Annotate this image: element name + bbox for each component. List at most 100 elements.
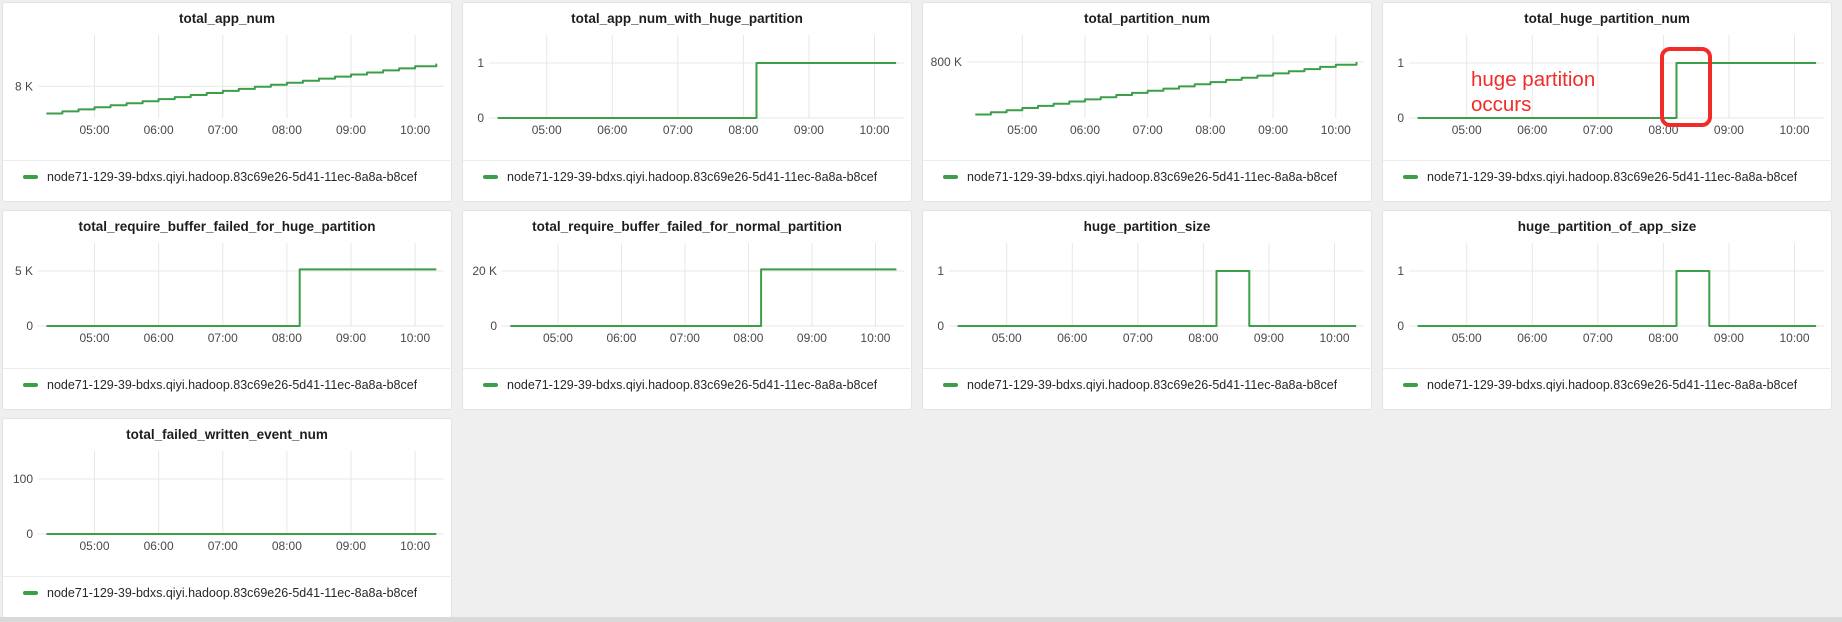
series-color-swatch (943, 175, 958, 179)
chart-svg: 05:00 06:00 07:00 08:00 09:00 10:00 0 1 (1397, 35, 1824, 137)
chart-panel-total_huge_partition_num: total_huge_partition_num 05:00 06:00 07:00… (1382, 2, 1832, 202)
series-color-swatch (23, 175, 38, 179)
plot-area[interactable]: 05:00 06:00 07:00 08:00 09:00 10:00 0 5 K (3, 211, 451, 361)
x-tick-label: 09:00 (797, 331, 827, 345)
x-tick-label: 08:00 (1648, 331, 1678, 345)
legend: node71-129-39-bdxs.qiyi.hadoop.83c69e26-… (923, 368, 1370, 408)
chart-panel-total_partition_num: total_partition_num 05:00 06:00 07:00 08:00… (922, 2, 1372, 202)
legend: node71-129-39-bdxs.qiyi.hadoop.83c69e26-… (3, 160, 450, 200)
x-tick-label: 05:00 (79, 123, 109, 137)
panel-title[interactable]: total_require_buffer_failed_for_normal_p… (532, 219, 842, 234)
chart-svg: 05:00 06:00 07:00 08:00 09:00 10:00 8 K (15, 35, 444, 137)
legend-item[interactable]: node71-129-39-bdxs.qiyi.hadoop.83c69e26-… (23, 378, 446, 392)
x-tick-label: 08:00 (728, 123, 758, 137)
y-tick-label: 100 (13, 472, 33, 486)
chart-panel-total_app_num: total_app_num 05:00 06:00 07:00 08:00 09:00 1… (2, 2, 452, 202)
legend-label: node71-129-39-bdxs.qiyi.hadoop.83c69e26-… (967, 378, 1338, 392)
panel-title[interactable]: total_failed_written_event_num (126, 427, 328, 442)
x-tick-label: 07:00 (208, 331, 238, 345)
plot-area[interactable]: 05:00 06:00 07:00 08:00 09:00 10:00 0 100 (3, 419, 451, 569)
x-tick-label: 06:00 (144, 331, 174, 345)
series-color-swatch (483, 175, 498, 179)
legend: node71-129-39-bdxs.qiyi.hadoop.83c69e26-… (3, 368, 450, 408)
series-line (497, 62, 897, 119)
legend-item[interactable]: node71-129-39-bdxs.qiyi.hadoop.83c69e26-… (483, 378, 906, 392)
x-tick-label: 09:00 (1714, 123, 1744, 137)
legend: node71-129-39-bdxs.qiyi.hadoop.83c69e26-… (463, 368, 910, 408)
panel-title[interactable]: total_app_num (178, 11, 275, 26)
x-tick-label: 05:00 (532, 123, 562, 137)
chart-panel-total_require_buffer_failed_for_huge_partition: total_require_buffer_failed_for_huge_par… (2, 210, 452, 410)
legend-label: node71-129-39-bdxs.qiyi.hadoop.83c69e26-… (1427, 378, 1798, 392)
plot-area[interactable]: 05:00 06:00 07:00 08:00 09:00 10:00 800 K (923, 3, 1371, 153)
x-tick-label: 05:00 (1007, 123, 1037, 137)
legend-item[interactable]: node71-129-39-bdxs.qiyi.hadoop.83c69e26-… (943, 378, 1366, 392)
x-tick-label: 08:00 (272, 539, 302, 553)
legend-label: node71-129-39-bdxs.qiyi.hadoop.83c69e26-… (47, 170, 418, 184)
x-tick-label: 05:00 (79, 539, 109, 553)
panel-title[interactable]: huge_partition_of_app_size (1517, 219, 1697, 234)
plot-area[interactable]: 05:00 06:00 07:00 08:00 09:00 10:00 0 1 (1383, 211, 1831, 361)
chart-panel-huge_partition_size: huge_partition_size 05:00 06:00 07:00 08:00… (922, 210, 1372, 410)
x-tick-label: 09:00 (794, 123, 824, 137)
plot-area[interactable]: 05:00 06:00 07:00 08:00 09:00 10:00 0 20 K (463, 211, 911, 361)
horizontal-scrollbar[interactable] (0, 617, 1842, 622)
series-line (1417, 270, 1817, 327)
panel-title[interactable]: total_require_buffer_failed_for_huge_par… (78, 219, 376, 234)
series-color-swatch (23, 591, 38, 595)
panel-title[interactable]: total_huge_partition_num (1524, 11, 1690, 26)
panel-title[interactable]: total_partition_num (1083, 11, 1210, 26)
legend: node71-129-39-bdxs.qiyi.hadoop.83c69e26-… (3, 576, 450, 616)
x-tick-label: 07:00 (1123, 331, 1153, 345)
legend-item[interactable]: node71-129-39-bdxs.qiyi.hadoop.83c69e26-… (943, 170, 1366, 184)
x-tick-label: 07:00 (208, 539, 238, 553)
legend: node71-129-39-bdxs.qiyi.hadoop.83c69e26-… (1383, 160, 1830, 200)
y-tick-label: 0 (937, 319, 944, 333)
series-line (957, 270, 1357, 327)
chart-svg: 05:00 06:00 07:00 08:00 09:00 10:00 0 1 (937, 243, 1364, 345)
series-line (1417, 62, 1817, 119)
x-tick-label: 10:00 (1321, 123, 1351, 137)
x-tick-label: 10:00 (859, 123, 889, 137)
x-tick-label: 05:00 (79, 331, 109, 345)
x-tick-label: 06:00 (1057, 331, 1087, 345)
plot-area[interactable]: 05:00 06:00 07:00 08:00 09:00 10:00 0 1 (1383, 3, 1831, 153)
legend-item[interactable]: node71-129-39-bdxs.qiyi.hadoop.83c69e26-… (23, 586, 446, 600)
y-tick-label: 20 K (472, 264, 497, 278)
legend-item[interactable]: node71-129-39-bdxs.qiyi.hadoop.83c69e26-… (23, 170, 446, 184)
y-tick-label: 0 (477, 111, 484, 125)
series-color-swatch (943, 383, 958, 387)
panel-title[interactable]: total_app_num_with_huge_partition (571, 11, 803, 26)
legend-item[interactable]: node71-129-39-bdxs.qiyi.hadoop.83c69e26-… (1403, 378, 1826, 392)
x-tick-label: 08:00 (272, 331, 302, 345)
plot-area[interactable]: 05:00 06:00 07:00 08:00 09:00 10:00 0 1 (463, 3, 911, 153)
x-tick-label: 07:00 (1133, 123, 1163, 137)
x-tick-label: 10:00 (400, 331, 430, 345)
x-tick-label: 10:00 (400, 539, 430, 553)
plot-area[interactable]: 05:00 06:00 07:00 08:00 09:00 10:00 0 1 (923, 211, 1371, 361)
panel-title[interactable]: huge_partition_size (1083, 219, 1211, 234)
x-tick-label: 08:00 (1188, 331, 1218, 345)
plot-area[interactable]: 05:00 06:00 07:00 08:00 09:00 10:00 8 K (3, 3, 451, 153)
legend: node71-129-39-bdxs.qiyi.hadoop.83c69e26-… (463, 160, 910, 200)
x-tick-label: 09:00 (1258, 123, 1288, 137)
legend: node71-129-39-bdxs.qiyi.hadoop.83c69e26-… (923, 160, 1370, 200)
chart-svg: 05:00 06:00 07:00 08:00 09:00 10:00 0 1 (1397, 243, 1824, 345)
y-tick-label: 0 (26, 527, 33, 541)
legend-label: node71-129-39-bdxs.qiyi.hadoop.83c69e26-… (47, 586, 418, 600)
series-color-swatch (483, 383, 498, 387)
series-color-swatch (1403, 383, 1418, 387)
x-tick-label: 10:00 (1779, 123, 1809, 137)
x-tick-label: 07:00 (670, 331, 700, 345)
y-tick-label: 1 (937, 264, 944, 278)
y-tick-label: 800 K (931, 55, 962, 69)
legend-item[interactable]: node71-129-39-bdxs.qiyi.hadoop.83c69e26-… (483, 170, 906, 184)
legend-item[interactable]: node71-129-39-bdxs.qiyi.hadoop.83c69e26-… (1403, 170, 1826, 184)
x-tick-label: 08:00 (733, 331, 763, 345)
legend-label: node71-129-39-bdxs.qiyi.hadoop.83c69e26-… (967, 170, 1338, 184)
series-color-swatch (1403, 175, 1418, 179)
series-line (46, 63, 438, 115)
x-tick-label: 08:00 (1648, 123, 1678, 137)
x-tick-label: 08:00 (1195, 123, 1225, 137)
